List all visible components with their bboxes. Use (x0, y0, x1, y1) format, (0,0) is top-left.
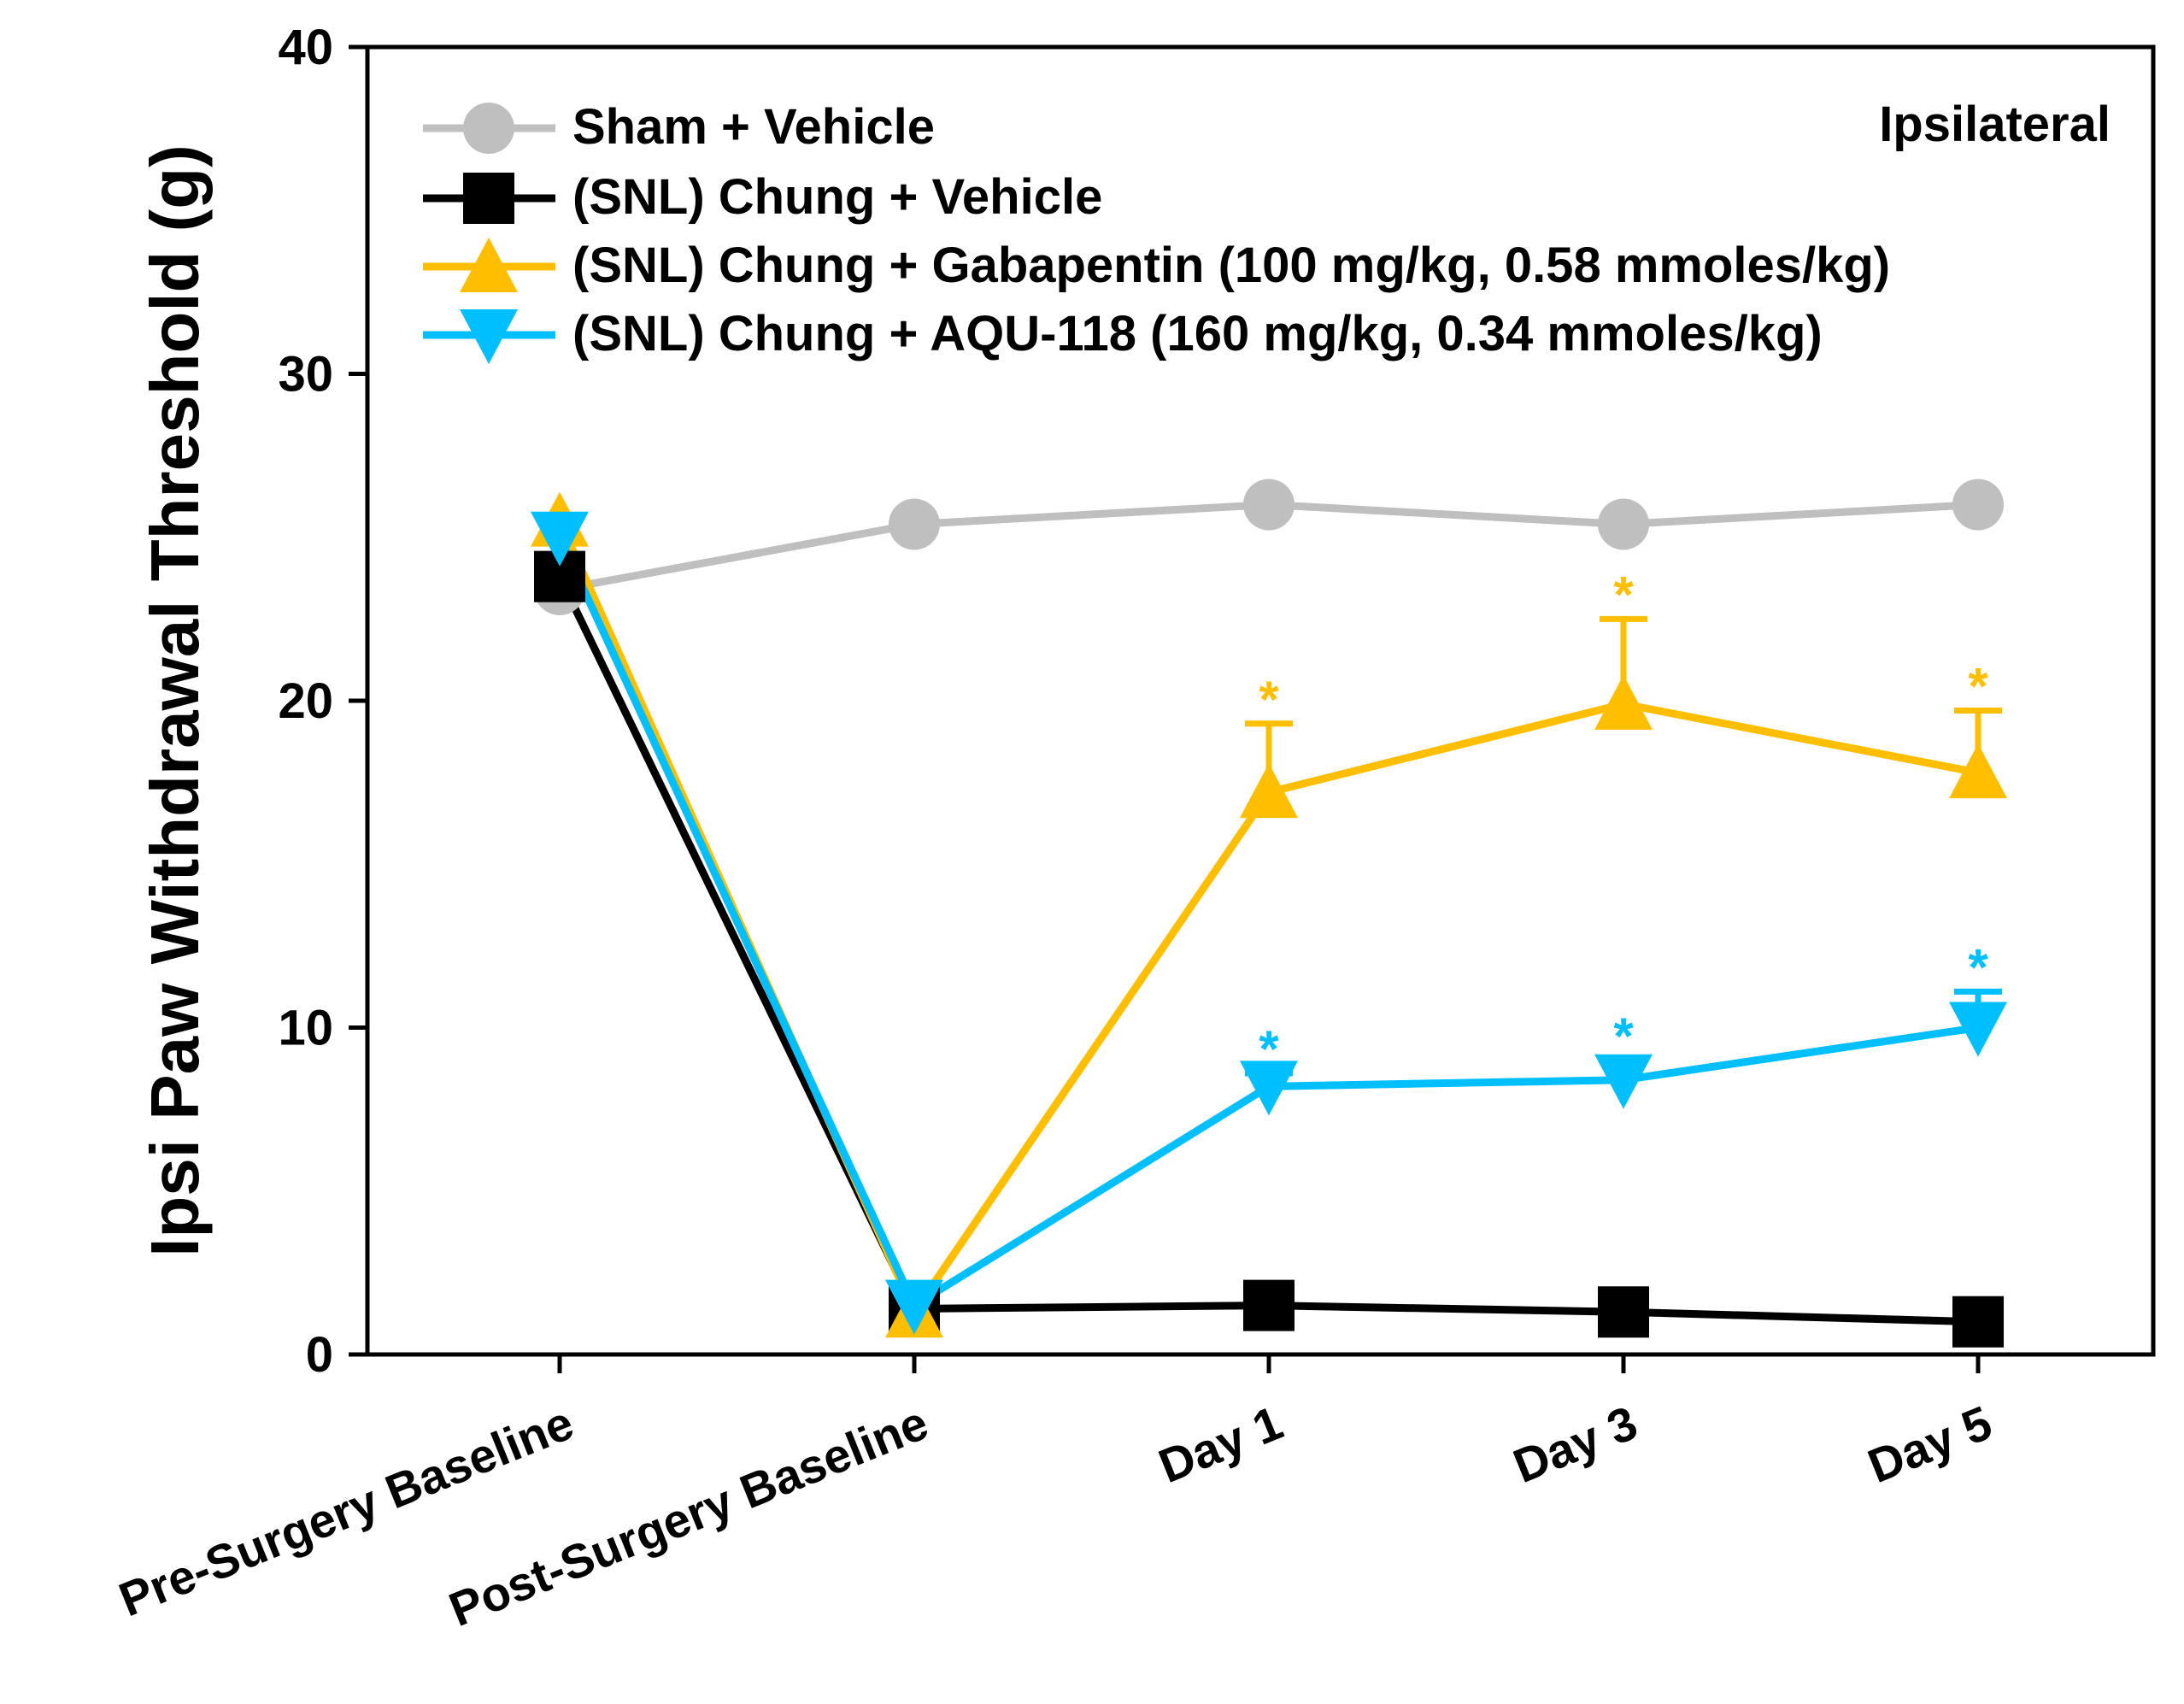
series-line-2 (555, 519, 1979, 1316)
legend-label: Sham + Vehicle (572, 99, 935, 155)
x-category-label: Day 5 (1860, 1396, 1999, 1493)
y-tick-label: 20 (278, 673, 333, 729)
y-tick-label: 30 (278, 347, 333, 402)
legend: Sham + Vehicle (SNL) Chung + Vehicle (SNL)… (423, 99, 1890, 364)
x-category-label: Day 1 (1151, 1396, 1289, 1493)
y-tick-label: 0 (306, 1327, 333, 1383)
legend-marker (460, 238, 518, 292)
legend-marker (460, 309, 518, 364)
markers-layer (531, 479, 2007, 1348)
legend-label: (SNL) Chung + AQU-118 (160 mg/kg, 0.34 m… (572, 306, 1823, 361)
data-point (889, 498, 940, 550)
significance-layer: * * * * * * (1259, 566, 1988, 1078)
legend-label: (SNL) Chung + Vehicle (572, 169, 1102, 225)
significance-marker: * (1613, 566, 1634, 623)
data-point (1594, 1054, 1653, 1109)
data-point (1243, 1279, 1295, 1331)
series-lines-layer (555, 501, 1979, 1326)
data-point (1952, 1296, 2004, 1348)
legend-marker (463, 173, 514, 224)
y-axis-title: Ipsi Paw Withdrawal Threshold (g) (137, 144, 213, 1257)
series-line-3 (555, 535, 1979, 1310)
legend-label: (SNL) Chung + Gabapentin (100 mg/kg, 0.5… (572, 238, 1890, 293)
data-point (1598, 498, 1649, 550)
data-point (1949, 1002, 2007, 1057)
significance-marker: * (1968, 938, 1988, 996)
data-point (531, 511, 589, 567)
panel-annotation: Ipsilateral (1879, 97, 2111, 152)
significance-marker: * (1613, 1008, 1634, 1065)
data-point (1240, 763, 1298, 819)
data-point (1598, 1286, 1649, 1338)
y-tick-label: 10 (278, 1001, 333, 1056)
data-point (1952, 479, 2004, 531)
significance-marker: * (1259, 1020, 1279, 1078)
y-tick-label: 40 (278, 20, 333, 75)
legend-marker (463, 103, 514, 154)
data-point (1243, 479, 1295, 531)
significance-marker: * (1968, 657, 1988, 714)
significance-marker: * (1259, 671, 1279, 728)
data-point (1594, 674, 1653, 730)
x-category-label: Day 3 (1506, 1396, 1644, 1493)
data-point (885, 1279, 943, 1335)
data-point (1949, 743, 2007, 799)
data-point (1240, 1061, 1298, 1116)
